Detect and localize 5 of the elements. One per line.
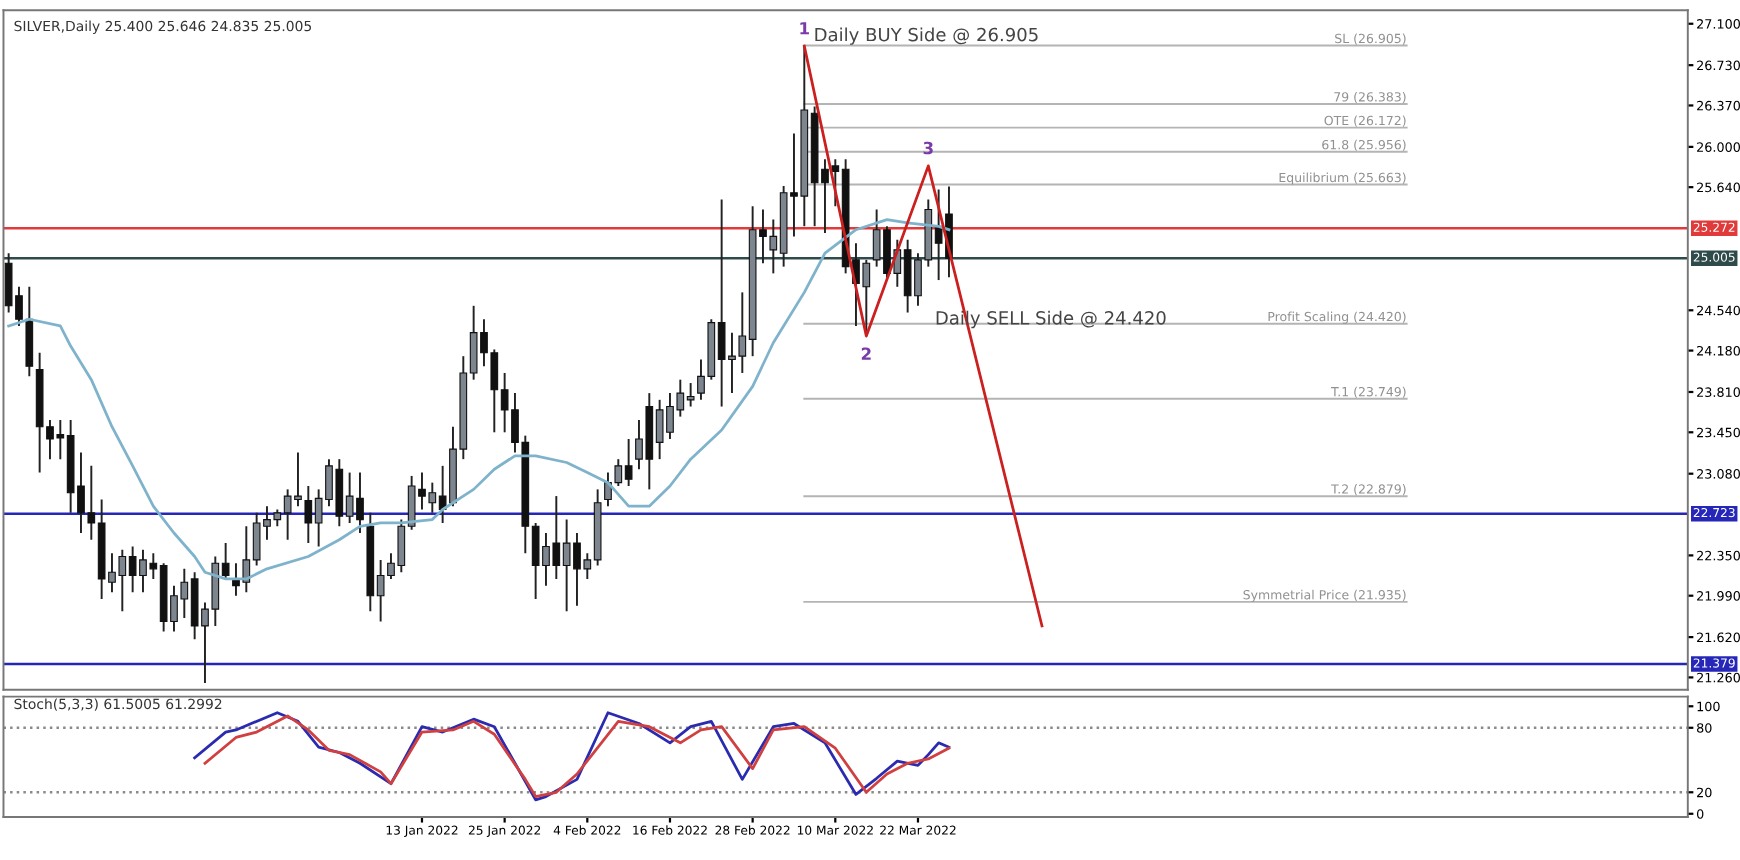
annotation: 2 <box>861 347 871 360</box>
annotation: 1 <box>800 22 809 35</box>
candlestick <box>25 285 34 378</box>
annotation: Daily BUY Side @ 26.905 <box>815 27 1038 45</box>
annotation: 3 <box>923 141 933 155</box>
